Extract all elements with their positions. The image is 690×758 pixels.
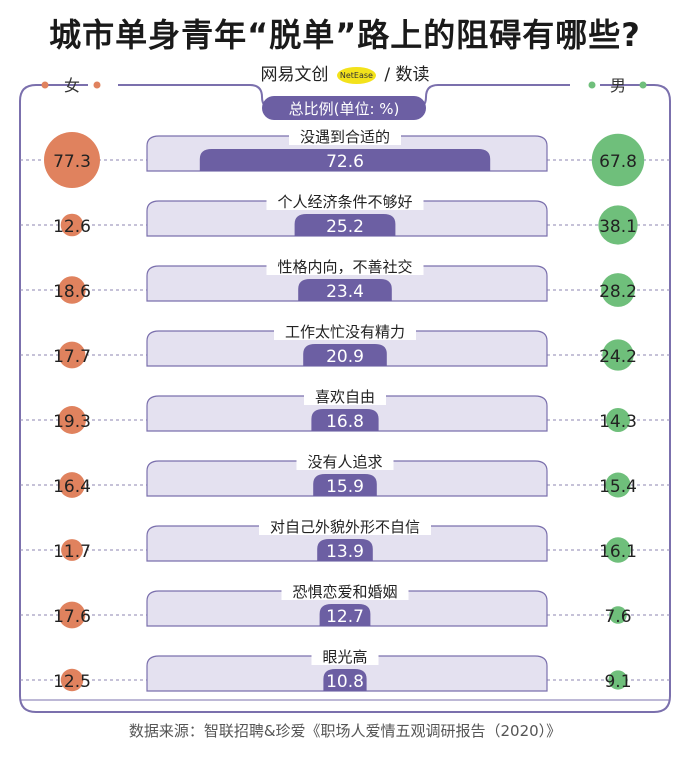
female-value-label: 12.5 xyxy=(53,672,91,692)
male-value-label: 24.2 xyxy=(599,347,637,367)
chart-frame xyxy=(19,84,671,713)
female-circle xyxy=(61,539,83,561)
female-circle xyxy=(60,213,84,237)
category-label-bg xyxy=(304,387,386,405)
category-label-bg xyxy=(266,192,424,210)
female-circle xyxy=(58,341,86,369)
female-circle xyxy=(59,472,85,498)
total-value-label: 12.7 xyxy=(326,607,364,627)
total-bar xyxy=(313,474,377,496)
category-label-bg xyxy=(296,452,394,470)
female-circle xyxy=(60,668,84,692)
frame-dot-female xyxy=(41,81,49,89)
category-label: 喜欢自由 xyxy=(315,388,375,406)
male-label: 男 xyxy=(610,76,626,95)
female-value-label: 18.6 xyxy=(53,282,91,302)
male-circle xyxy=(608,670,628,690)
total-bar xyxy=(199,149,491,171)
male-circle xyxy=(598,205,638,245)
total-value-label: 16.8 xyxy=(326,412,364,432)
total-bar xyxy=(298,279,392,301)
total-value-label: 20.9 xyxy=(326,347,364,367)
male-value-label: 28.2 xyxy=(599,282,637,302)
total-value-label: 72.6 xyxy=(326,152,364,172)
female-value-label: 17.7 xyxy=(53,347,91,367)
female-circle xyxy=(44,132,100,188)
category-label-bg xyxy=(311,647,379,665)
total-bar xyxy=(294,214,396,236)
header-label: 总比例(单位: %) xyxy=(289,100,400,118)
total-value-label: 10.8 xyxy=(326,672,364,692)
female-circle xyxy=(58,406,86,434)
category-label: 个人经济条件不够好 xyxy=(277,193,412,211)
brand-logo: 网易文创 NetEase / 数读 xyxy=(0,60,690,85)
total-bar xyxy=(311,409,379,431)
total-value-label: 23.4 xyxy=(326,282,364,302)
category-label: 工作太忙没有精力 xyxy=(285,323,405,341)
male-value-label: 9.1 xyxy=(604,672,631,692)
female-label: 女 xyxy=(64,76,80,95)
total-bar xyxy=(323,669,367,691)
male-value-label: 14.3 xyxy=(599,412,637,432)
brand-subname: 数读 xyxy=(395,65,430,85)
brand-separator: / xyxy=(384,65,391,85)
female-value-label: 11.7 xyxy=(53,542,91,562)
female-value-label: 77.3 xyxy=(53,152,91,172)
female-value-label: 12.6 xyxy=(53,217,91,237)
total-value-label: 25.2 xyxy=(326,217,364,237)
total-value-label: 15.9 xyxy=(326,477,364,497)
chart-title: 城市单身青年“脱单”路上的阻碍有哪些? xyxy=(49,16,641,54)
category-label-bg xyxy=(274,322,416,340)
frame-dot-male xyxy=(588,81,596,89)
male-circle xyxy=(601,273,635,307)
header-pill xyxy=(262,96,426,120)
female-circle xyxy=(58,601,86,629)
category-label-bg xyxy=(266,257,424,275)
brand-badge: NetEase xyxy=(336,66,376,84)
female-value-label: 19.3 xyxy=(53,412,91,432)
total-bar xyxy=(303,344,387,366)
category-label: 眼光高 xyxy=(322,648,367,666)
male-value-label: 38.1 xyxy=(599,217,637,237)
female-circle xyxy=(58,276,86,304)
male-circle xyxy=(591,133,645,187)
male-circle xyxy=(605,472,631,498)
frame-dot-female xyxy=(93,81,101,89)
category-label: 没遇到合适的 xyxy=(300,128,390,146)
male-value-label: 15.4 xyxy=(599,477,637,497)
female-value-label: 17.6 xyxy=(53,607,91,627)
category-label: 对自己外貌外形不自信 xyxy=(270,518,420,536)
brand-name: 网易文创 xyxy=(260,65,329,85)
male-circle xyxy=(605,407,631,433)
total-value-label: 13.9 xyxy=(326,542,364,562)
category-label: 性格内向，不善社交 xyxy=(277,258,412,276)
female-value-label: 16.4 xyxy=(53,477,91,497)
category-label-bg xyxy=(281,582,409,600)
frame-dot-male xyxy=(639,81,647,89)
category-label-bg xyxy=(289,127,401,145)
category-label-bg xyxy=(259,517,431,535)
category-label: 恐惧恋爱和婚姻 xyxy=(292,583,397,601)
male-circle xyxy=(602,339,634,371)
category-label: 没有人追求 xyxy=(307,453,382,471)
total-bar xyxy=(319,604,371,626)
male-value-label: 67.8 xyxy=(599,152,637,172)
data-source: 数据来源：智联招聘&珍爱《职场人爱情五观调研报告（2020）》 xyxy=(128,722,562,740)
male-value-label: 16.1 xyxy=(599,542,637,562)
male-circle xyxy=(609,606,627,624)
male-circle xyxy=(605,537,631,563)
male-value-label: 7.6 xyxy=(604,607,631,627)
total-bar xyxy=(317,539,373,561)
